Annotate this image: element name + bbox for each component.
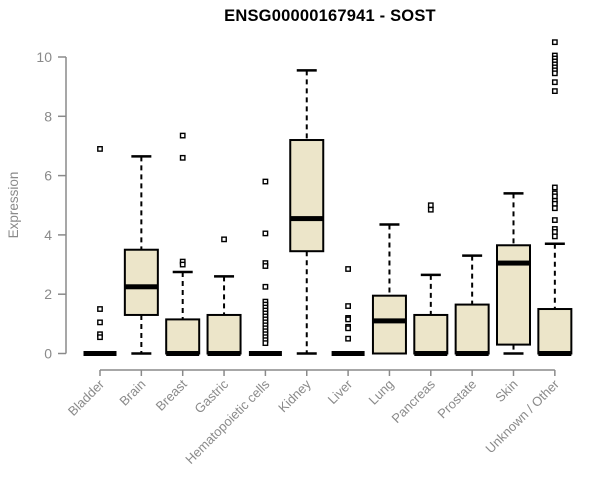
- box: [123, 248, 159, 316]
- outlier-point: [551, 79, 558, 86]
- outlier-point: [345, 303, 351, 309]
- outlier-point: [551, 184, 558, 191]
- outlier-point: [551, 233, 558, 240]
- outlier-point: [262, 283, 269, 290]
- median-line: [83, 351, 117, 356]
- outlier-point: [345, 325, 351, 332]
- box: [289, 139, 325, 253]
- outlier-point: [179, 154, 186, 161]
- median-line: [331, 351, 365, 356]
- outlier-point: [97, 306, 103, 312]
- outlier-point: [97, 146, 103, 152]
- box: [537, 308, 573, 355]
- y-tick-label: 2: [44, 286, 52, 302]
- outlier-point: [551, 229, 558, 235]
- x-category-label: Pancreas: [388, 376, 438, 426]
- outlier-point: [551, 193, 558, 200]
- outlier-point: [97, 319, 103, 326]
- outlier-point: [179, 261, 186, 268]
- outlier-point: [551, 88, 558, 94]
- x-category-label: Breast: [153, 376, 190, 413]
- x-category-label: Gastric: [191, 376, 231, 416]
- median-line: [248, 351, 282, 356]
- box: [413, 313, 449, 355]
- outlier-point: [262, 263, 269, 269]
- x-category-label: Kidney: [275, 376, 314, 415]
- outlier-point: [262, 340, 269, 347]
- y-tick-label: 10: [36, 49, 52, 65]
- outlier-point: [262, 178, 269, 185]
- outlier-point: [97, 334, 103, 341]
- outlier-point: [427, 206, 434, 213]
- outlier-point: [551, 205, 558, 212]
- y-tick-label: 0: [44, 346, 52, 362]
- median-line: [290, 216, 324, 222]
- x-category-label: Lung: [366, 377, 397, 408]
- outlier-point: [551, 217, 558, 223]
- outlier-point: [551, 39, 558, 46]
- outlier-point: [179, 132, 186, 139]
- box: [371, 294, 407, 355]
- x-category-label: Bladder: [65, 376, 108, 419]
- median-line: [455, 351, 489, 356]
- outlier-point: [427, 202, 434, 209]
- outlier-point: [345, 335, 351, 342]
- x-category-label: Liver: [325, 376, 356, 407]
- median-line: [497, 260, 530, 266]
- median-line: [207, 351, 241, 356]
- median-line: [414, 351, 448, 356]
- outlier-point: [551, 70, 558, 77]
- outlier-point: [221, 236, 227, 243]
- x-category-label: Prostate: [434, 377, 479, 422]
- outlier-point: [551, 200, 558, 207]
- y-tick-label: 8: [44, 108, 52, 124]
- x-category-label: Skin: [492, 377, 520, 405]
- median-line: [372, 318, 406, 324]
- median-line: [166, 351, 200, 356]
- chart-title: ENSG00000167941 - SOST: [224, 7, 436, 25]
- box: [206, 313, 242, 355]
- outlier-point: [345, 316, 351, 323]
- outlier-point: [262, 230, 269, 237]
- x-category-label: Unknown / Other: [482, 376, 562, 456]
- y-tick-label: 4: [44, 227, 52, 243]
- x-category-label: Brain: [116, 377, 148, 409]
- box: [165, 318, 201, 355]
- box: [496, 244, 531, 346]
- median-line: [124, 284, 158, 290]
- box: [454, 303, 490, 355]
- y-tick-label: 6: [44, 168, 52, 184]
- median-line: [538, 351, 572, 356]
- outlier-point: [345, 266, 351, 272]
